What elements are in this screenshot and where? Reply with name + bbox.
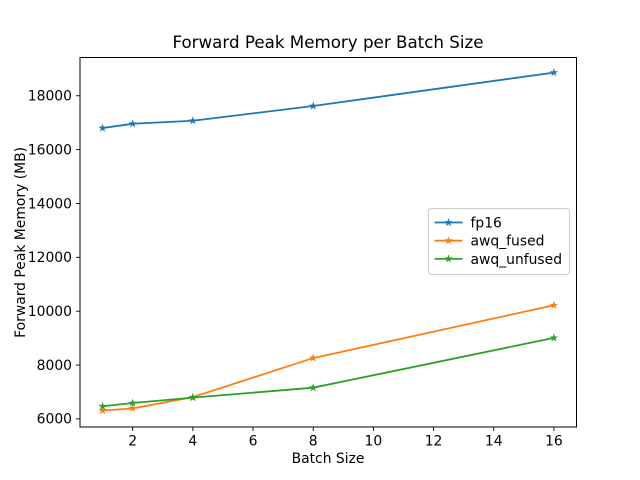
awq_unfused-star-marker: [308, 383, 318, 392]
legend-box: [428, 208, 570, 275]
legend-star-marker: [444, 236, 453, 245]
fp16-star-marker: [308, 101, 318, 110]
x-tick-label: 10: [365, 434, 383, 450]
fp16-star-marker: [128, 119, 137, 128]
legend-label: fp16: [471, 215, 502, 231]
awq_unfused-line: [101, 336, 555, 408]
awq_fused-star-marker: [98, 406, 107, 415]
chart-title: Forward Peak Memory per Batch Size: [172, 32, 483, 52]
awq_fused-line: [101, 304, 555, 412]
series-awq_fused: [98, 300, 559, 415]
legend-entry-awq_unfused: awq_unfused: [434, 252, 563, 268]
awq_unfused-star-marker: [128, 398, 137, 407]
y-tick-label: 6000: [37, 412, 72, 428]
axes-frame: [79, 57, 577, 428]
x-tick-label: 4: [188, 434, 197, 450]
legend: fp16 awq_fused awq_unfused: [428, 208, 570, 275]
legend-label: awq_unfused: [471, 252, 563, 268]
x-tick-label: 14: [485, 434, 503, 450]
series-awq_unfused: [98, 333, 559, 410]
x-tick-label: 6: [249, 434, 258, 450]
fp16-star-marker: [549, 68, 559, 77]
y-tick-label: 14000: [28, 196, 72, 212]
awq_unfused-star-marker: [98, 401, 107, 410]
awq_fused-star-marker: [308, 353, 318, 362]
x-axis-label: Batch Size: [292, 451, 365, 467]
y-tick-label: 18000: [28, 89, 72, 105]
series-fp16: [98, 68, 559, 132]
x-tick-label: 16: [545, 434, 563, 450]
legend-star-marker: [444, 218, 453, 227]
fp16-star-marker: [98, 123, 107, 132]
x-tick-label: 12: [425, 434, 443, 450]
y-tick-label: 12000: [28, 250, 72, 266]
fp16-star-marker: [188, 116, 198, 125]
legend-entry-fp16: fp16: [434, 215, 502, 231]
awq_fused-star-marker: [128, 403, 137, 413]
y-tick-label: 10000: [28, 304, 72, 320]
awq_fused-star-marker: [549, 300, 559, 309]
y-tick-label: 16000: [28, 142, 72, 158]
x-tick-label: 8: [309, 434, 318, 450]
awq_unfused-star-marker: [188, 393, 198, 402]
legend-star-marker: [444, 254, 453, 263]
data-series: [98, 68, 559, 415]
x-tick-label: 2: [128, 434, 137, 450]
axis-ticks: 2 4 6 8 10 12 14 16 6000 8000 10000 12000 14000 16000…: [28, 89, 563, 450]
legend-label: awq_fused: [471, 234, 545, 250]
awq_unfused-star-marker: [549, 333, 559, 342]
fp16-line: [101, 71, 555, 129]
y-tick-label: 8000: [37, 358, 72, 374]
y-axis-label: Forward Peak Memory (MB): [13, 147, 29, 338]
legend-entry-awq_fused: awq_fused: [434, 234, 545, 250]
